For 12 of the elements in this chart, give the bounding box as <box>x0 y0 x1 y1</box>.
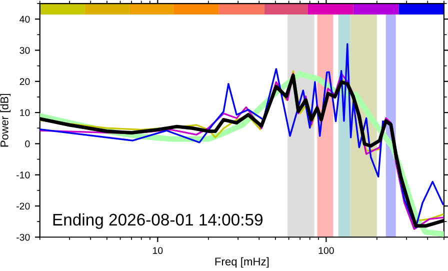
y-axis-title: Power [dB] <box>0 94 11 147</box>
y-tick-label: -30 <box>16 234 30 241</box>
x-tick-label: 100 <box>318 247 334 254</box>
y-tick-label: 30 <box>20 46 30 54</box>
y-tick-label: 20 <box>20 78 30 86</box>
x-axis-title: Freq [mHz] <box>215 257 269 268</box>
y-tick-label: -10 <box>16 172 30 178</box>
y-tick-label: 40 <box>20 16 30 23</box>
annotation: Ending 2026-08-01 14:00:59 <box>53 213 262 229</box>
y-tick-label: 10 <box>20 109 30 116</box>
y-tick-label: -20 <box>16 202 30 210</box>
y-tick-label: 0 <box>25 140 30 148</box>
